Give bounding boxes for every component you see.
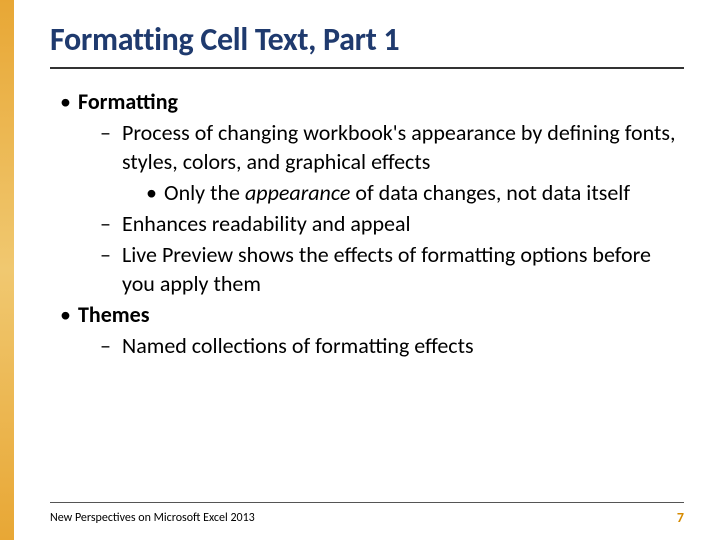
slide-footer: New Perspectives on Microsoft Excel 2013… (14, 496, 720, 540)
content-area: •Formatting –Process of changing workboo… (50, 87, 684, 360)
bullet-marker: – (100, 209, 122, 238)
bullet-lvl3: •Only the appearance of data changes, no… (50, 178, 684, 207)
bullet-lvl2: –Enhances readability and appeal (50, 209, 684, 238)
bullet-lvl2: –Process of changing workbook's appearan… (50, 118, 684, 176)
title-underline (50, 67, 684, 69)
footer-left-text: New Perspectives on Microsoft Excel 2013 (50, 511, 255, 525)
bullet-lvl2: –Named collections of formatting effects (50, 331, 684, 360)
bullet-text: Formatting (78, 88, 178, 115)
bullet-marker: – (100, 118, 122, 147)
slide-title: Formatting Cell Text, Part 1 (50, 20, 684, 59)
bullet-marker: • (60, 300, 78, 329)
bullet-marker: • (60, 87, 78, 116)
bullet-marker: – (100, 331, 122, 360)
footer-row: New Perspectives on Microsoft Excel 2013… (50, 509, 684, 526)
bullet-text-italic: appearance (245, 179, 350, 206)
bullet-marker: – (100, 240, 122, 269)
bullet-marker: • (146, 178, 164, 207)
bullet-text: Named collections of formatting effects (122, 332, 474, 359)
bullet-text-suffix: of data changes, not data itself (350, 179, 630, 206)
bullet-lvl2: –Live Preview shows the effects of forma… (50, 240, 684, 298)
footer-rule (50, 502, 684, 503)
bullet-text: Themes (78, 301, 150, 328)
bullet-text: Process of changing workbook's appearanc… (122, 119, 675, 175)
bullet-text-prefix: Only the (164, 179, 245, 206)
bullet-lvl1: •Formatting (50, 87, 684, 116)
page-number: 7 (677, 509, 684, 526)
bullet-text: Enhances readability and appeal (122, 210, 411, 237)
bullet-text: Live Preview shows the effects of format… (122, 241, 651, 297)
slide-body: Formatting Cell Text, Part 1 •Formatting… (14, 0, 720, 540)
left-accent-stripe (0, 0, 14, 540)
bullet-lvl1: •Themes (50, 300, 684, 329)
